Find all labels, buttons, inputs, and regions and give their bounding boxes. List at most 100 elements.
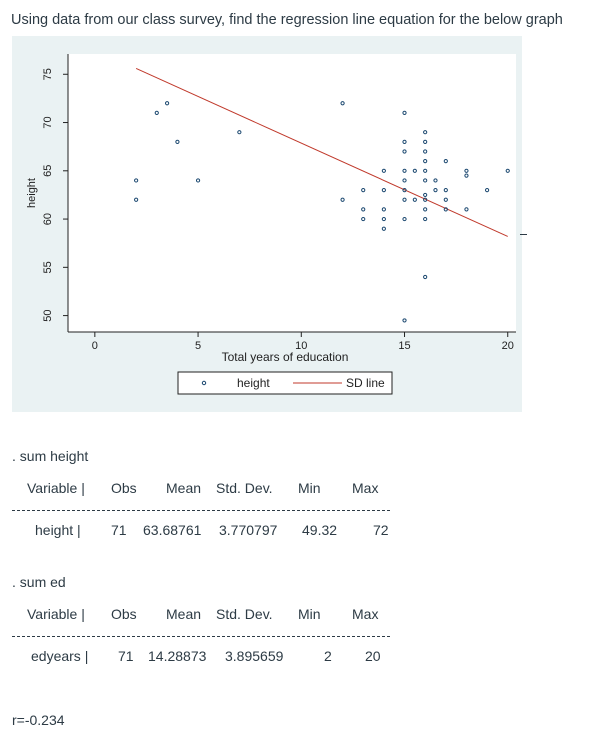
data-point — [340, 101, 345, 106]
data-point — [402, 149, 407, 154]
sum-height-row-min: 49.32 — [302, 522, 338, 538]
sum-height-header-mean: Mean — [166, 480, 202, 496]
question-text: Using data from our class survey, find t… — [11, 12, 563, 28]
sum-ed-header-max: Max — [352, 606, 379, 622]
scatter-chart-panel: 50 55 60 65 70 75 0 5 10 15 20 height Total years… — [12, 36, 522, 412]
data-point — [402, 318, 407, 323]
sum-ed-header-stddev: Std. Dev. — [216, 606, 273, 622]
legend-box — [177, 371, 393, 395]
data-point — [340, 197, 345, 202]
sum-height-header-obs: Obs — [111, 480, 137, 496]
data-point — [402, 216, 407, 222]
data-point — [195, 178, 201, 183]
sum-ed-row-max: 20 — [365, 648, 381, 664]
sd-line — [135, 68, 508, 237]
data-point — [402, 139, 407, 144]
data-point — [423, 216, 428, 222]
correlation-text: r=-0.234 — [12, 712, 65, 728]
data-point — [423, 159, 428, 164]
data-point — [361, 188, 366, 193]
data-point — [423, 130, 428, 135]
data-point — [134, 178, 139, 183]
x-tick-label: 0 — [92, 340, 98, 352]
data-point — [402, 188, 407, 193]
y-axis-label: height — [26, 178, 38, 208]
sum-height-row-stddev: 3.770797 — [219, 522, 278, 538]
data-point — [423, 168, 428, 173]
data-point — [402, 178, 407, 183]
y-tick-label: 70 — [42, 116, 54, 128]
sum-height-separator — [12, 510, 390, 511]
sum-ed-command: . sum ed — [12, 574, 66, 590]
data-point — [464, 168, 469, 173]
sum-height-header-min: Min — [298, 480, 321, 496]
data-point — [402, 168, 407, 173]
sd-line-group — [135, 68, 508, 237]
data-point — [423, 274, 428, 280]
data-point — [433, 188, 438, 193]
sum-ed-separator — [12, 636, 390, 637]
data-point — [443, 197, 448, 202]
y-tick-label: 60 — [42, 213, 54, 225]
data-point — [443, 159, 448, 164]
data-point — [381, 216, 386, 222]
sum-height-row-mean: 63.68761 — [143, 522, 202, 538]
data-point — [423, 192, 428, 198]
sum-height-header-max: Max — [352, 480, 379, 496]
legend-marker-height — [201, 380, 207, 386]
sum-ed-row-stddev: 3.895659 — [225, 648, 284, 664]
right-edge-mark — [520, 234, 527, 235]
sum-ed-header-obs: Obs — [111, 606, 137, 622]
data-point — [402, 110, 407, 115]
data-point — [402, 197, 407, 202]
data-point — [505, 168, 510, 173]
data-point — [443, 207, 448, 212]
sum-height-header-variable: Variable | — [27, 480, 85, 496]
data-point — [381, 207, 386, 212]
sum-height-row-variable: height | — [35, 522, 81, 538]
sum-height-header-stddev: Std. Dev. — [216, 480, 273, 496]
data-point — [381, 188, 386, 193]
x-tick-label: 5 — [195, 340, 201, 352]
data-point — [381, 168, 386, 173]
scatter-chart: 50 55 60 65 70 75 0 5 10 15 20 height Total years… — [26, 54, 516, 395]
data-point — [412, 168, 417, 173]
data-point — [443, 188, 448, 193]
data-point — [423, 178, 428, 183]
x-tick-label: 20 — [502, 340, 514, 352]
sum-ed-header-variable: Variable | — [27, 606, 85, 622]
data-point — [423, 139, 428, 144]
data-point — [423, 149, 428, 154]
data-point — [154, 110, 159, 115]
data-point — [423, 197, 428, 202]
sum-ed-row-variable: edyears | — [31, 648, 89, 664]
y-tick-label: 75 — [42, 68, 54, 80]
sum-height-row-obs: 71 — [111, 522, 127, 538]
sum-ed-row-min: 2 — [324, 648, 332, 664]
legend-label-sd-line: SD line — [346, 376, 385, 390]
sum-ed-row-obs: 71 — [118, 648, 134, 664]
y-axis: 50 55 60 65 70 75 — [42, 54, 69, 332]
sum-ed-header-mean: Mean — [166, 606, 202, 622]
sum-ed-header-min: Min — [298, 606, 321, 622]
points-group — [134, 101, 510, 323]
data-point — [361, 216, 366, 222]
data-point — [237, 130, 242, 135]
sum-height-command: . sum height — [12, 448, 89, 464]
data-point — [433, 178, 438, 183]
data-point — [164, 101, 170, 106]
data-point — [464, 207, 469, 212]
sum-height-row-max: 72 — [373, 522, 389, 538]
plot-area — [68, 54, 516, 332]
data-point — [381, 226, 386, 231]
data-point — [175, 139, 180, 144]
x-tick-label: 15 — [398, 340, 410, 352]
legend: height SD line — [177, 371, 393, 395]
y-tick-label: 50 — [42, 309, 54, 321]
legend-label-height: height — [237, 376, 270, 390]
x-axis-label: Total years of education — [222, 350, 349, 364]
y-tick-label: 65 — [42, 165, 54, 177]
sum-ed-row-mean: 14.28873 — [148, 648, 207, 664]
data-point — [423, 207, 428, 212]
x-tick-label: 10 — [295, 340, 307, 352]
